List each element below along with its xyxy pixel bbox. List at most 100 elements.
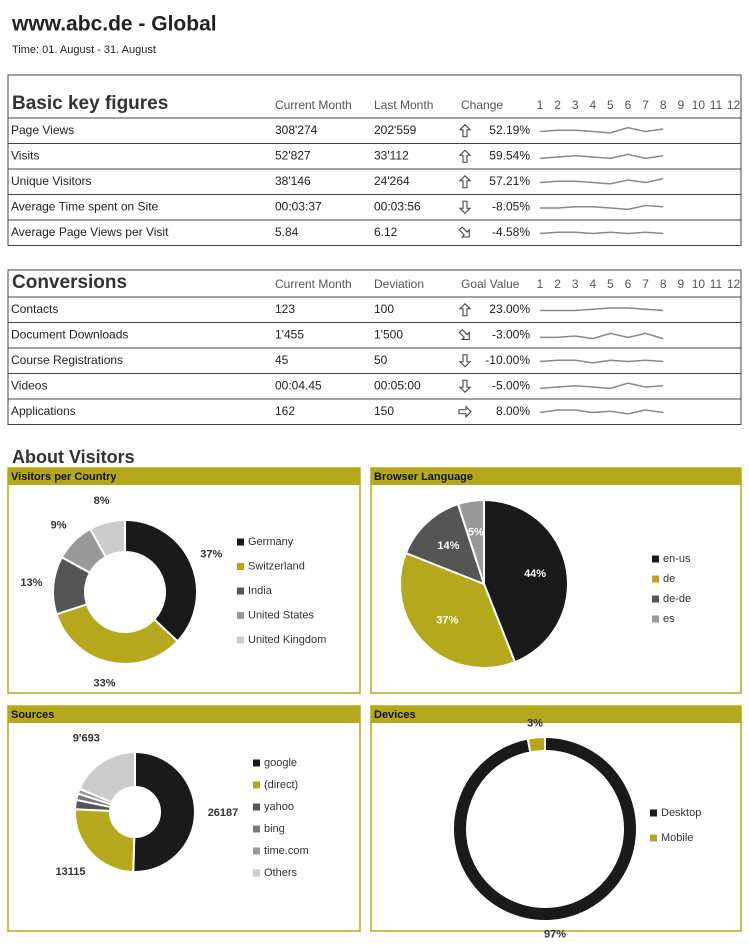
legend-label: time.com <box>264 845 309 857</box>
legend-label: es <box>663 613 675 625</box>
cell-value: 100 <box>374 302 394 316</box>
value-label: 33% <box>93 678 115 690</box>
month-label: 10 <box>692 98 706 112</box>
column-header: Change <box>461 98 503 112</box>
value-label: 37% <box>436 615 458 627</box>
slice <box>399 551 517 669</box>
month-label: 5 <box>607 98 614 112</box>
row-label: Course Registrations <box>11 353 123 367</box>
row-label: Average Page Views per Visit <box>11 225 169 239</box>
month-label: 1 <box>537 277 544 291</box>
legend-swatch <box>253 847 260 855</box>
month-label: 7 <box>642 98 649 112</box>
panel-header <box>8 706 360 723</box>
cell-value: 5.84 <box>275 225 299 239</box>
legend-label: Germany <box>248 536 294 548</box>
legend-label: de <box>663 573 675 585</box>
sparkline <box>540 204 664 211</box>
column-header: Current Month <box>275 98 352 112</box>
cell-value: 33'112 <box>374 148 409 162</box>
legend-swatch <box>652 595 659 603</box>
sparkline <box>539 126 664 134</box>
legend-label: yahoo <box>264 801 294 813</box>
legend-swatch <box>253 759 260 767</box>
cell-value: 00:03:56 <box>374 199 421 213</box>
cell-value: 52'827 <box>275 148 311 162</box>
trend-arrow <box>458 354 472 368</box>
month-label: 3 <box>572 277 579 291</box>
month-label: 10 <box>692 277 706 291</box>
legend-label: bing <box>264 823 285 835</box>
cell-value: 00:03:37 <box>275 199 322 213</box>
slice <box>452 735 638 922</box>
row-label: Videos <box>11 378 47 392</box>
row-label: Page Views <box>11 123 74 137</box>
cell-value: 1'455 <box>275 327 304 341</box>
legend-label: de-de <box>663 593 691 605</box>
slice <box>483 498 569 664</box>
change-value: 57.21% <box>489 174 530 188</box>
legend-label: Others <box>264 867 298 879</box>
panel-header <box>371 468 741 485</box>
sparkline <box>539 231 664 235</box>
legend-label: India <box>248 585 273 597</box>
cell-value: 50 <box>374 353 388 367</box>
cell-value: 45 <box>275 353 289 367</box>
change-value: -4.58% <box>492 225 530 239</box>
month-label: 6 <box>625 98 632 112</box>
table-title: Conversions <box>12 272 127 293</box>
page-subtitle: Time: 01. August - 31. August <box>12 44 156 56</box>
legend-label: United Kingdom <box>248 634 326 646</box>
month-label: 4 <box>589 98 596 112</box>
legend-swatch <box>652 575 659 583</box>
legend-swatch <box>253 781 260 789</box>
month-label: 4 <box>589 277 596 291</box>
trend-arrow <box>458 123 472 138</box>
month-label: 8 <box>660 277 667 291</box>
legend-swatch <box>650 834 657 842</box>
trend-arrow <box>458 379 472 394</box>
trend-arrow <box>458 405 472 419</box>
month-label: 7 <box>642 277 649 291</box>
trend-arrow <box>458 328 470 341</box>
legend-swatch <box>652 555 659 563</box>
legend-swatch <box>237 538 244 546</box>
column-header: Goal Value <box>461 277 520 291</box>
change-value: -3.00% <box>492 327 530 341</box>
legend-swatch <box>237 612 244 619</box>
sparkline <box>539 382 664 390</box>
sparkline <box>539 177 664 185</box>
legend-swatch <box>253 803 260 811</box>
column-header: Deviation <box>374 277 424 291</box>
legend-swatch <box>237 636 244 644</box>
panel-title: Browser Language <box>374 471 473 483</box>
slice <box>526 735 546 754</box>
legend-label: United States <box>248 609 315 621</box>
value-label: 9'693 <box>73 733 100 745</box>
slice <box>124 518 198 643</box>
cell-value: 1'500 <box>374 327 403 341</box>
legend-swatch <box>237 563 244 570</box>
panel-title: Devices <box>374 709 416 721</box>
trend-arrow <box>458 174 472 189</box>
panel-title: Sources <box>11 709 54 721</box>
legend-label: google <box>264 757 297 769</box>
value-label: 26187 <box>208 807 239 819</box>
change-value: 23.00% <box>489 302 530 316</box>
page-title: www.abc.de - Global <box>11 13 217 36</box>
value-label: 8% <box>94 495 110 507</box>
legend-swatch <box>650 809 657 817</box>
month-label: 9 <box>677 98 684 112</box>
section-title: About Visitors <box>12 447 135 467</box>
value-label: 37% <box>200 549 222 561</box>
value-label: 9% <box>51 519 67 531</box>
month-label: 12 <box>727 98 741 112</box>
change-value: -10.00% <box>485 353 530 367</box>
slice <box>55 603 179 665</box>
trend-arrow <box>458 200 472 215</box>
slice <box>88 518 126 559</box>
cell-value: 202'559 <box>374 123 417 137</box>
panel-header <box>371 706 741 723</box>
legend-label: Desktop <box>661 807 701 819</box>
